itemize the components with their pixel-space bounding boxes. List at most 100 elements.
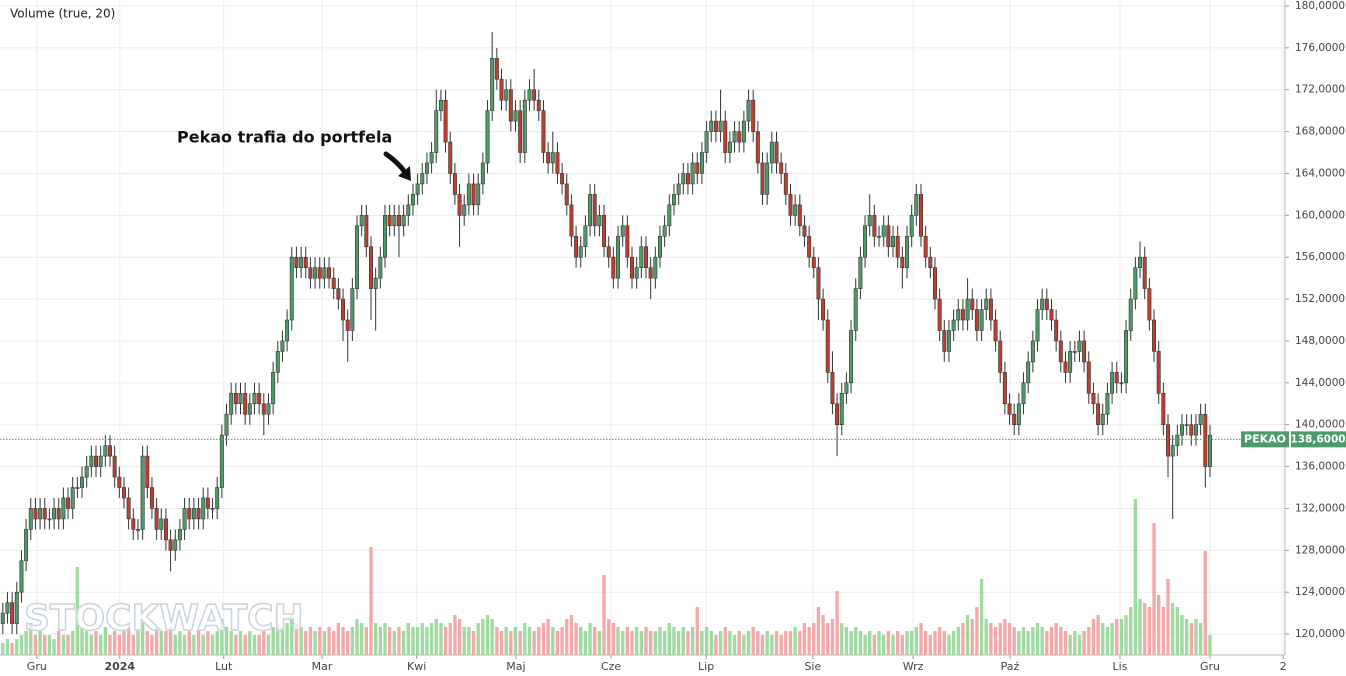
candle-body [616,235,621,279]
candle-body [466,183,471,206]
candle-body [359,215,364,227]
candle-body [839,392,844,425]
candle-body [755,131,760,164]
candle-body [52,508,57,520]
volume-bar [112,631,117,655]
candle-body [233,392,238,405]
volume-bar [490,619,494,655]
volume-bar [830,619,835,655]
candle-body [942,330,947,352]
y-tick-label: 176,0000 [1295,42,1345,54]
candle-body [289,256,294,321]
volume-bar [718,631,723,655]
candle-body [210,508,215,510]
candle-body [1198,413,1203,425]
volume-bar [523,623,527,655]
candle-body [532,89,537,101]
candle-body [653,256,658,279]
volume-bar [1208,635,1212,655]
volume-bar [807,627,811,655]
volume-bar [215,631,219,655]
x-tick-label: Paź [1001,660,1020,673]
candle-body [727,141,732,153]
candle-body [811,256,816,268]
volume-bar [751,627,755,655]
volume-bar [71,631,75,655]
volume-bar [756,631,760,655]
volume-bar [1054,623,1058,655]
y-tick-label: 164,0000 [1295,167,1345,179]
candle-body [443,99,448,143]
candle-body [1138,256,1143,268]
candle-body [1035,309,1040,342]
candle-body [438,99,443,111]
volume-bar [308,627,313,655]
volume-bar [1203,551,1207,655]
candle-body [448,141,453,174]
candle-body [602,215,607,248]
candle-body [103,445,108,457]
volume-bar [248,631,252,655]
volume-bar [1091,619,1096,655]
candle-body [94,455,98,467]
candle-body [215,487,220,509]
candle-body [10,602,15,624]
volume-bar [714,635,718,655]
candle-body [75,487,80,489]
x-tick-label: Sie [804,660,821,673]
candle-body [1040,298,1045,310]
volume-bar [788,631,793,655]
volume-bar [24,631,28,655]
candle-body [410,194,415,206]
watermark: STOCKWATCH [24,598,304,639]
candle-body [802,225,807,237]
volume-bar [518,631,522,655]
candle-body [61,497,66,520]
candle-body [504,89,509,101]
volume-bar [262,631,266,655]
volume-bar [66,635,70,655]
candle-body [1184,424,1189,426]
candle-body [588,194,593,227]
volume-bar [737,631,741,655]
volume-bar [159,631,163,655]
volume-bar [173,635,177,655]
volume-bar [774,631,779,655]
candle-body [1077,340,1082,352]
volume-bar [770,635,774,655]
candle-body [1114,372,1119,384]
candle-body [490,58,495,111]
volume-bar [383,623,387,655]
volume-bar [439,623,443,655]
volume-bar [1138,599,1142,655]
volume-bar [868,631,872,655]
candle-body [145,455,150,488]
volume-bar [993,627,998,655]
volume-bar [38,631,42,655]
candle-body [271,372,276,405]
y-tick-label: 140,0000 [1295,419,1345,431]
volume-bar [1198,623,1203,655]
candle-body [709,120,714,132]
candle-body [280,340,285,352]
volume-bar [527,627,532,655]
y-tick-label: 152,0000 [1295,293,1345,305]
volume-bar [947,635,951,655]
candle-body [452,173,457,195]
candle-body [849,330,854,384]
volume-bar [728,631,732,655]
symbol-tag [1241,431,1289,448]
candle-body [513,110,518,122]
y-tick-label: 120,0000 [1295,628,1345,640]
candle-body [369,246,373,289]
candle-body [219,434,224,488]
volume-bar [700,631,704,655]
volume-bar [667,623,671,655]
volume-bar [900,635,905,655]
volume-bar [206,631,210,655]
volume-bar [979,579,984,655]
candle-body [345,319,350,331]
candle-body [569,204,574,237]
candle-body [327,267,332,279]
volume-bar [229,631,233,655]
